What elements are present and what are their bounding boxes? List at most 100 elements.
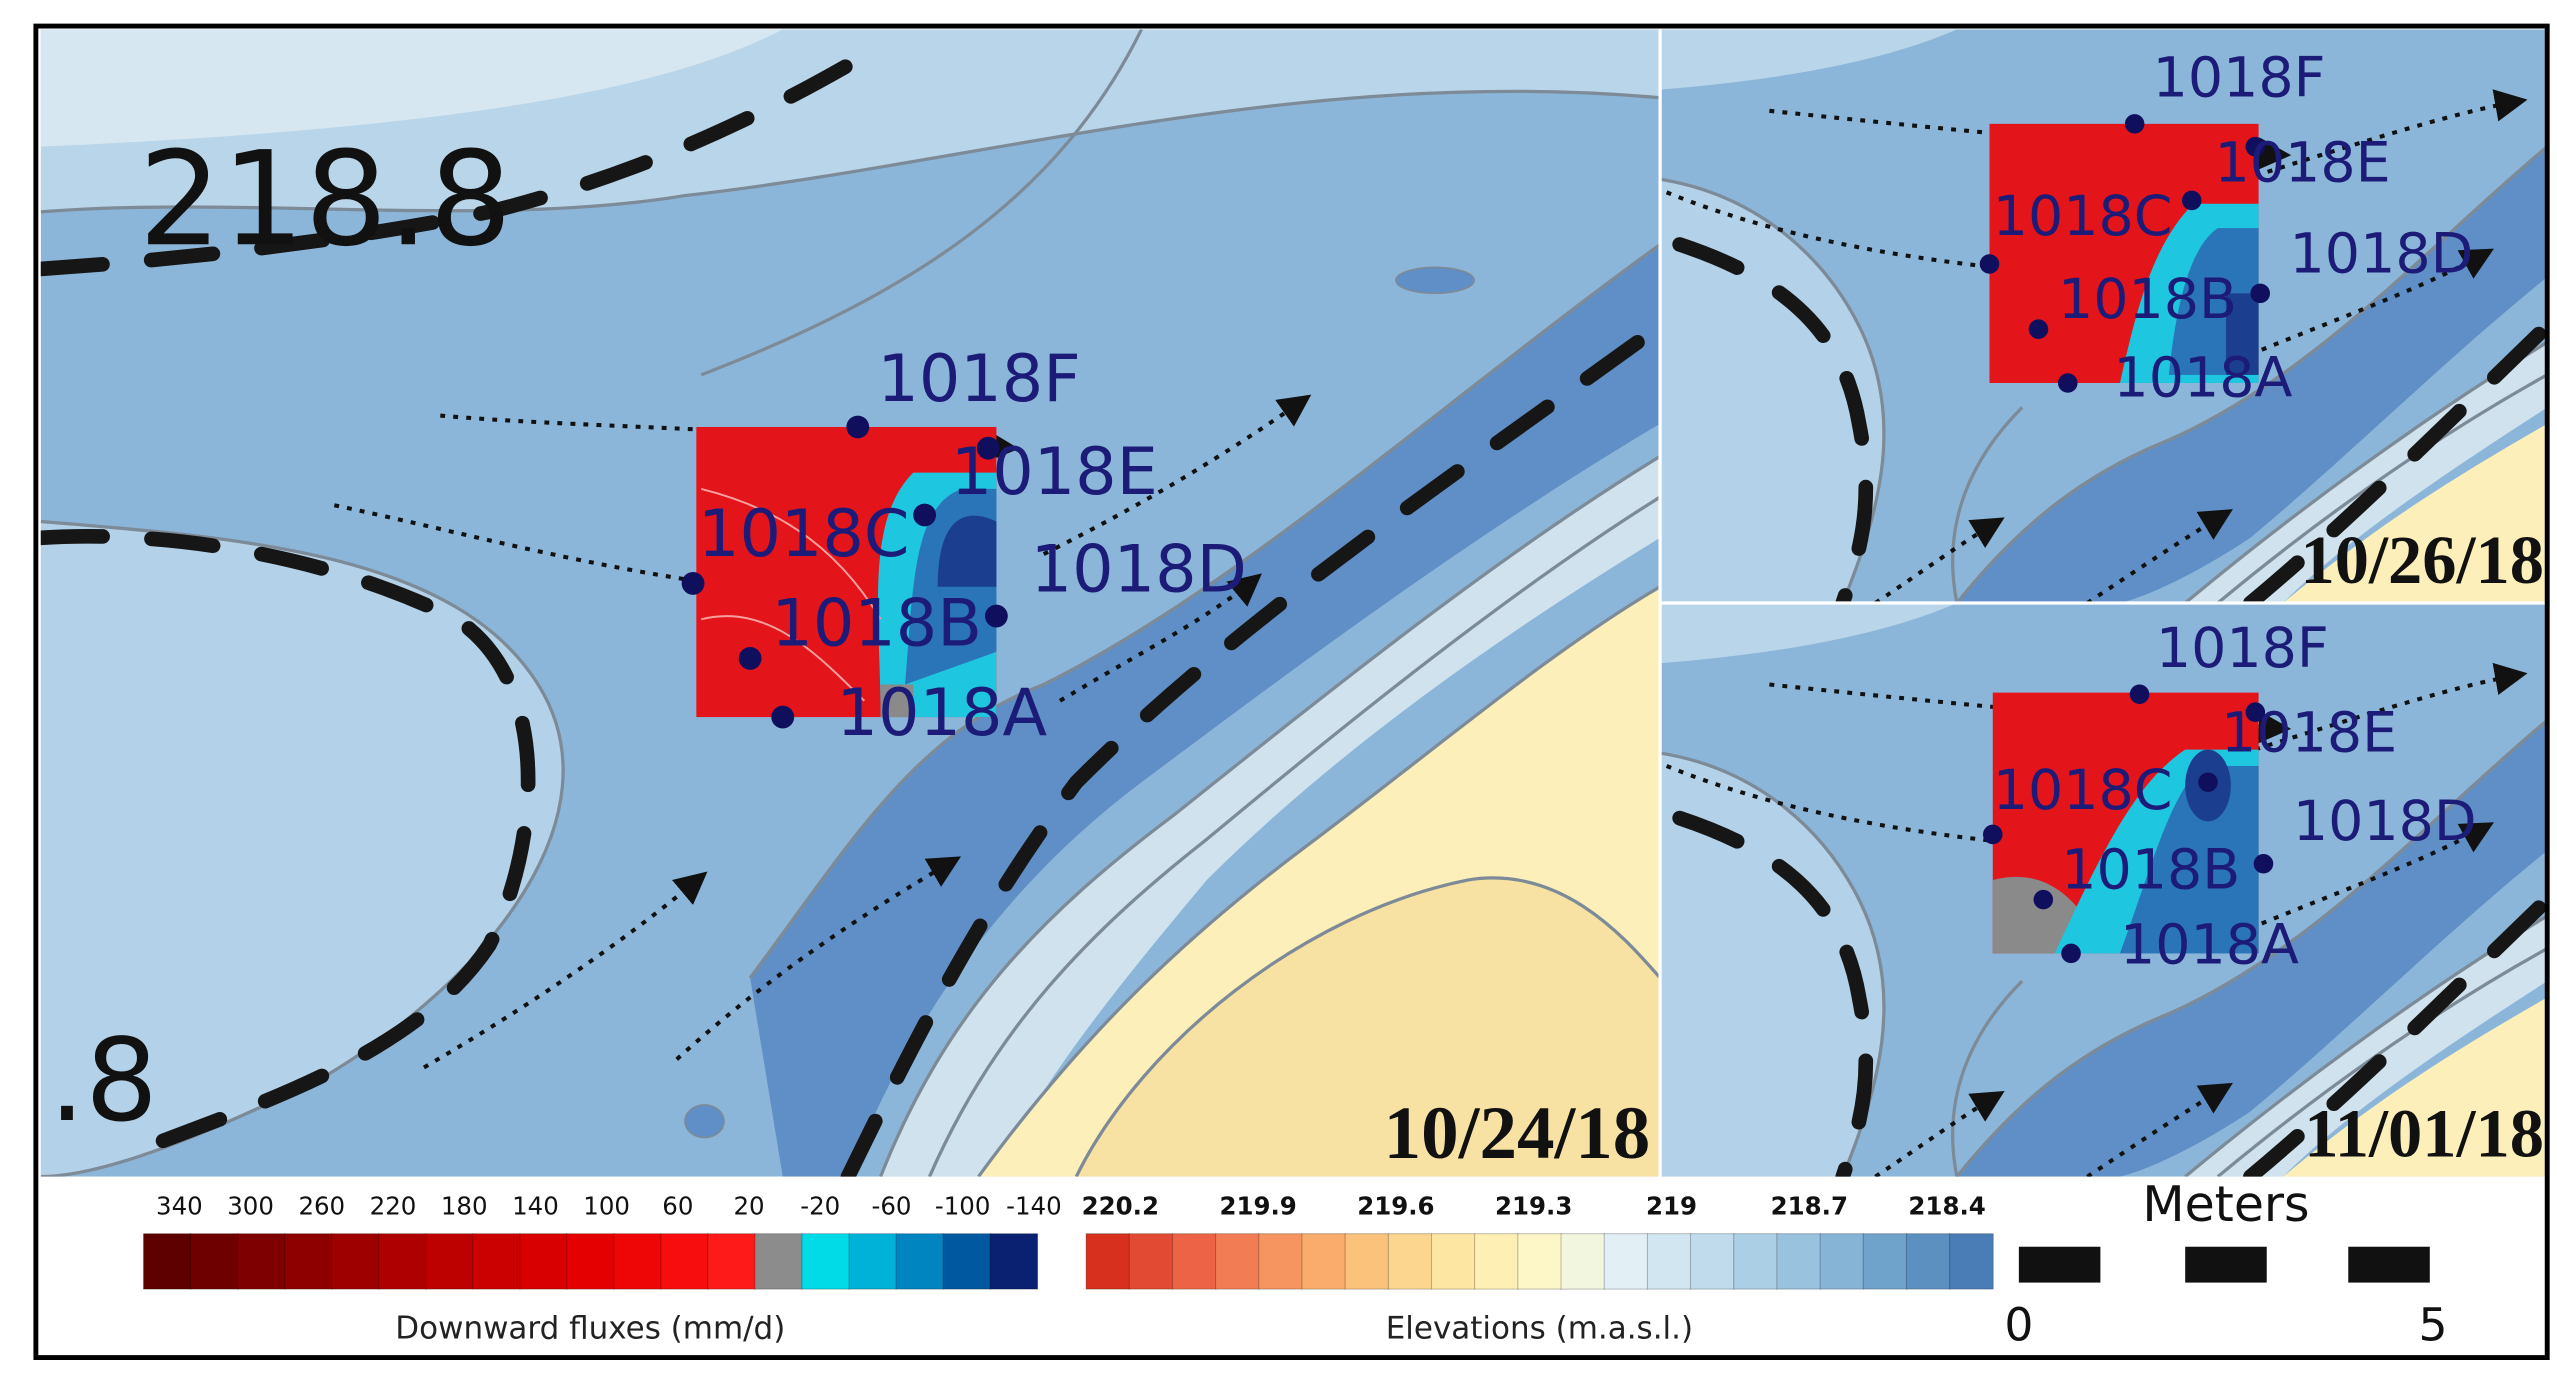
elevation-tick-label: 220.2	[1082, 1192, 1159, 1221]
elevation-swatch	[1603, 1233, 1649, 1290]
station-label: 1018A	[2113, 346, 2292, 410]
flux-tick-label: -100	[935, 1192, 990, 1221]
elevation-swatch	[1819, 1233, 1865, 1290]
station-dot	[2057, 373, 2078, 393]
flux-swatch	[284, 1233, 333, 1290]
elevation-swatch	[1301, 1233, 1347, 1290]
station-label: 1018F	[877, 341, 1080, 417]
station-dot	[2129, 684, 2150, 705]
frame	[33, 23, 2550, 1360]
station-dot	[2253, 853, 2274, 874]
station-dot	[1979, 254, 2000, 274]
elevation-tick-label: 219.6	[1357, 1192, 1434, 1221]
flux-swatch	[566, 1233, 615, 1290]
elevation-swatch	[1215, 1233, 1260, 1290]
station-label: 1018B	[2061, 839, 2240, 903]
flux-tick-label: 140	[512, 1192, 559, 1221]
main-map	[40, 29, 1661, 1177]
flux-swatch	[331, 1233, 380, 1290]
elevation-tick-label: 218.4	[1908, 1192, 1985, 1221]
flux-tick-label: 260	[298, 1192, 345, 1221]
station-label: 1018F	[2153, 47, 2326, 111]
contour-label: .8	[49, 1014, 158, 1147]
elevation-swatch	[1646, 1233, 1692, 1290]
elevation-swatch	[1344, 1233, 1390, 1290]
flux-tick-label: 180	[441, 1192, 488, 1221]
elevation-swatch	[1517, 1233, 1562, 1290]
flux-tick-label: -60	[872, 1192, 912, 1221]
flux-tick-label: -20	[800, 1192, 840, 1221]
station-dot	[738, 646, 762, 670]
elevation-swatch	[1560, 1233, 1606, 1290]
flux-swatch	[754, 1233, 803, 1290]
scale-tick-label: 0	[2004, 1299, 2033, 1352]
station-label: 1018B	[2058, 268, 2237, 332]
station-label: 1018D	[2290, 223, 2474, 287]
flux-swatch	[143, 1233, 192, 1290]
flux-tick-label: 300	[227, 1192, 274, 1221]
flux-tick-label: 220	[370, 1192, 417, 1221]
station-label: 1018B	[771, 586, 982, 662]
elevation-swatch	[1949, 1233, 1994, 1290]
station-label: 1018D	[1031, 532, 1247, 608]
flux-swatch	[519, 1233, 568, 1290]
station-label: 1018A	[2120, 914, 2299, 978]
elevation-tick-label: 219.3	[1495, 1192, 1572, 1221]
flux-swatch	[425, 1233, 474, 1290]
flux-tick-label: 20	[733, 1192, 764, 1221]
scale-title: Meters	[2142, 1176, 2309, 1233]
flux-swatch	[989, 1233, 1039, 1290]
station-dot	[984, 604, 1008, 628]
station-dot	[2028, 319, 2049, 339]
scale-bar	[2185, 1246, 2267, 1283]
elevation-swatch	[1776, 1233, 1822, 1290]
flux-swatch	[848, 1233, 898, 1290]
elevation-tick-label: 219	[1646, 1192, 1697, 1221]
station-label: 1018E	[2215, 131, 2391, 195]
station-dot	[2033, 889, 2054, 910]
panel-date: 10/26/18	[2300, 522, 2543, 598]
elevation-swatch	[1474, 1233, 1519, 1290]
elevation-swatch	[1128, 1233, 1174, 1290]
flux-swatch	[613, 1233, 662, 1290]
flux-tick-label: 340	[156, 1192, 203, 1221]
flux-swatch	[472, 1233, 521, 1290]
station-dot	[976, 436, 1000, 460]
elevation-title: Elevations (m.a.s.l.)	[1386, 1310, 1693, 1346]
station-dot	[846, 415, 870, 439]
station-label: 1018E	[951, 434, 1158, 510]
station-dot	[2198, 772, 2218, 793]
station-label: 1018E	[2221, 702, 2397, 766]
station-label: 1018D	[2293, 790, 2477, 854]
station-dot	[2245, 702, 2266, 722]
inset-map-2	[1660, 603, 2547, 1177]
station-dot	[771, 705, 795, 729]
elevation-swatch	[1690, 1233, 1735, 1290]
panel-date: 11/01/18	[2304, 1096, 2544, 1172]
station-dot	[2124, 114, 2145, 134]
elevation-swatch	[1171, 1233, 1217, 1290]
panel-date: 10/24/18	[1384, 1092, 1651, 1175]
elevation-swatch	[1387, 1233, 1433, 1290]
elevation-swatch	[1733, 1233, 1778, 1290]
flux-tick-label: 60	[662, 1192, 693, 1221]
flux-swatch	[707, 1233, 756, 1290]
scale-bar	[2348, 1246, 2430, 1283]
flux-title: Downward fluxes (mm/d)	[395, 1310, 785, 1346]
station-label: 1018C	[1993, 759, 2173, 823]
flux-swatch	[190, 1233, 239, 1290]
flux-swatch	[237, 1233, 286, 1290]
flux-swatch	[942, 1233, 992, 1290]
station-dot	[913, 503, 937, 527]
elevation-tick-label: 218.7	[1771, 1192, 1848, 1221]
elevation-swatch	[1430, 1233, 1476, 1290]
scale-tick-label: 5	[2419, 1299, 2448, 1352]
flux-swatch	[895, 1233, 945, 1290]
station-dot	[2181, 190, 2202, 211]
elevation-tick-label: 219.9	[1219, 1192, 1296, 1221]
inset-map-1	[1660, 29, 2547, 603]
station-dot	[2245, 136, 2266, 157]
flux-tick-label: 100	[583, 1192, 630, 1221]
